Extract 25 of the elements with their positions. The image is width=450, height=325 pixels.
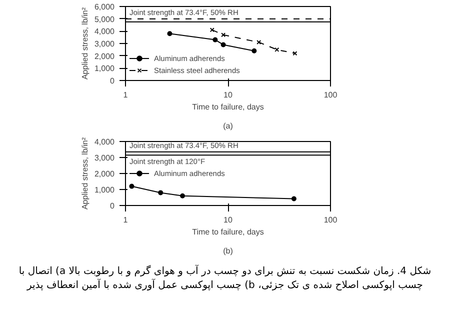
y-tick-label: 4,000: [94, 138, 116, 146]
y-tick-label: 5,000: [94, 14, 116, 24]
text: شکل 4. زمان شکست نسبت به تنش برای دو چسب در آب و هوای گرم و با رطوبت بالا a) اتصال با چسب اپوکسی اصلاح شده ی تک جزئی، b) چسب اپوکسی عمل آوری شده با آمین انعطاف پذیر: [18, 265, 432, 294]
x-tick-label: 100: [324, 216, 338, 224]
y-tick-label: 6,000: [94, 2, 116, 12]
y-tick-label: 1,000: [94, 64, 116, 74]
y-tick-label: 3,000: [94, 154, 116, 162]
y-tick-label: 3,000: [94, 40, 116, 48]
x-tick-label: 1: [123, 90, 128, 100]
y-axis-title: Applied stress, lb/in²: [80, 137, 90, 210]
x-tick-label: 100: [324, 90, 338, 100]
x-tick-label: 10: [224, 90, 233, 100]
y-tick-label: 1,000: [94, 186, 116, 194]
y-tick-label: 0: [110, 76, 116, 86]
y-tick-label: 2,000: [94, 170, 116, 178]
y-tick-label: 0: [110, 202, 116, 210]
x-tick-label: 1: [123, 216, 128, 224]
y-axis-title: Applied stress, lb/in²: [80, 7, 90, 80]
text: (a): [223, 122, 234, 130]
text: (b): [223, 246, 234, 256]
x-axis-title: Time to failure, days: [192, 102, 264, 112]
y-tick-label: 2,000: [94, 52, 116, 61]
y-tick-label: 4,000: [94, 27, 116, 36]
x-tick-label: 10: [224, 216, 233, 224]
x-axis-title: Time to failure, days: [192, 228, 264, 236]
